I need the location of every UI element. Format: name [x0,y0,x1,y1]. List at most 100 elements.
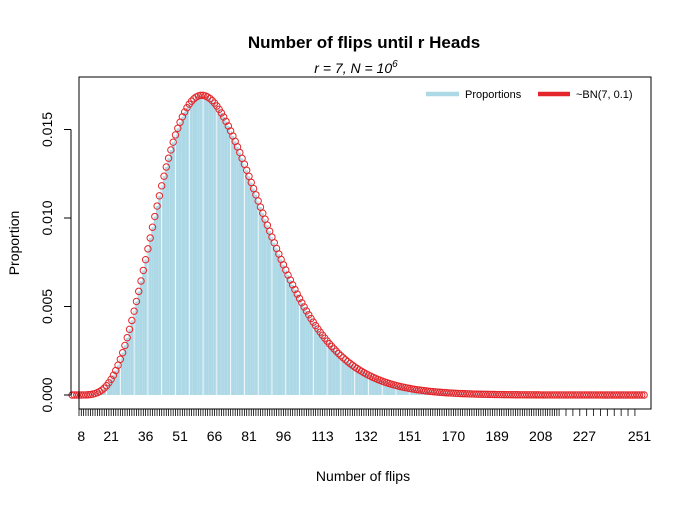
bn-point [330,345,338,353]
bar [181,116,184,395]
bar [351,365,354,395]
bar [314,325,317,395]
bar [302,306,306,395]
x-tick-label: 151 [398,428,422,444]
bar [273,242,276,395]
bar [123,345,127,395]
bar [362,372,365,395]
legend-label-bn: ~BN(7, 0.1) [576,89,633,101]
bar [291,284,294,395]
bn-point [488,390,497,399]
bar [130,320,133,395]
bn-point [206,94,214,103]
bar [137,291,140,395]
y-tick-label: 0.010 [39,200,55,235]
bn-point [141,255,150,264]
bar [213,103,216,395]
bn-point [121,341,129,350]
bar [151,227,154,395]
bar [261,213,264,395]
bn-point [197,91,205,100]
bn-point [327,342,336,351]
bar [224,121,228,395]
bn-point [293,290,301,298]
bn-point [137,277,145,285]
bar [305,310,308,395]
bar [206,96,209,395]
bar [445,392,448,395]
bn-point [452,389,460,397]
bar [211,100,214,395]
bn-point [158,182,166,190]
bar [456,393,460,395]
bn-point [307,314,315,323]
x-tick-label: 227 [573,428,597,444]
bar [461,393,464,395]
bar [344,359,347,395]
bn-point [286,276,295,284]
bn-point [107,375,115,384]
bn-point [247,178,255,187]
bn-point [167,146,175,154]
bar [296,294,299,395]
bar [385,382,388,395]
bn-point [249,184,258,193]
bn-point [426,387,435,396]
bn-point [640,391,648,399]
bar [155,206,159,395]
bar [277,254,281,395]
bar [335,351,338,395]
bn-point [109,371,118,379]
bar [121,352,124,395]
bn-point [417,386,425,394]
x-axis-label: Number of flips [316,468,410,484]
bar [197,95,200,396]
bar [484,394,487,395]
bn-point [332,347,340,355]
bar [93,393,97,395]
bn-point [449,389,458,397]
bar [452,393,455,395]
bar [199,95,202,396]
bar [378,380,382,395]
bn-point [125,325,134,334]
bn-point [180,108,189,116]
x-tick-label: 189 [485,428,509,444]
bn-point [447,389,455,397]
bn-point [520,391,529,399]
points-layer [68,91,648,399]
legend-label-proportions: Proportions [465,89,522,101]
bar [383,381,386,395]
bar [289,280,292,395]
bn-point [160,172,168,180]
bn-point [132,297,141,306]
bar [259,207,262,395]
chart-subtitle-main: r = 7, N = 10 [314,60,392,76]
bn-point [254,197,262,205]
bn-point [118,348,127,357]
bn-point [344,357,352,366]
bar [275,248,278,395]
bar [463,393,467,395]
bars-layer [84,95,565,396]
bn-point [178,113,187,121]
bn-point [619,391,628,399]
bar [330,346,333,395]
bn-point [442,389,451,397]
bar [387,383,391,395]
bar [300,302,303,395]
bar [263,219,267,395]
bn-point [98,386,106,394]
bn-point [537,391,545,399]
bn-point [433,388,442,396]
bar [374,378,377,395]
bn-point [562,391,570,399]
x-tick-label: 113 [311,428,334,444]
bn-point [162,163,170,171]
y-tick-label: 0.000 [39,377,55,412]
bar [144,259,147,395]
bar [234,141,237,395]
bar [443,392,446,395]
bar [475,394,478,395]
